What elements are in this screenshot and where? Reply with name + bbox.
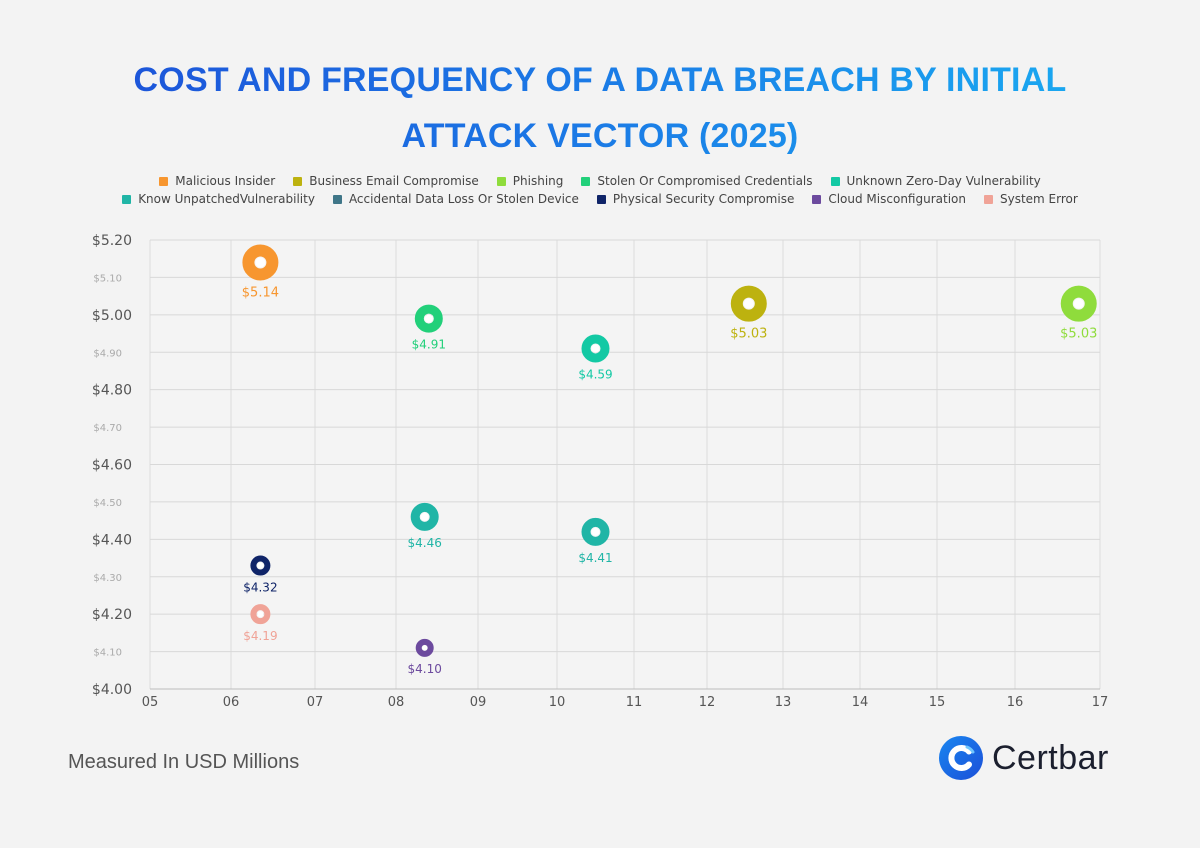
legend-item: Accidental Data Loss Or Stolen Device — [332, 192, 579, 206]
data-label: $4.41 — [578, 551, 612, 565]
data-point-center — [1073, 298, 1084, 309]
legend-label: Accidental Data Loss Or Stolen Device — [348, 192, 579, 206]
x-tick-label: 09 — [470, 695, 487, 710]
data-point — [410, 502, 439, 531]
legend-swatch — [830, 176, 840, 186]
legend-swatch — [496, 176, 506, 186]
legend-row: Know UnpatchedVulnerability Accidental Da… — [0, 190, 1200, 208]
data-point-center — [591, 344, 600, 353]
legend-swatch — [983, 194, 993, 204]
legend-label: Cloud Misconfiguration — [828, 192, 966, 206]
legend-swatch — [122, 194, 132, 204]
legend-swatch — [332, 194, 342, 204]
legend-label: Unknown Zero-Day Vulnerability — [846, 174, 1041, 188]
legend-label: Business Email Compromise — [309, 174, 479, 188]
legend-label: Stolen Or Compromised Credentials — [597, 174, 813, 188]
x-tick-label: 17 — [1092, 695, 1109, 710]
legend-item: Malicious Insider — [159, 174, 275, 188]
x-tick-label: 07 — [307, 695, 324, 710]
y-tick-label: $5.00 — [92, 308, 132, 324]
legend-item: Stolen Or Compromised Credentials — [581, 174, 813, 188]
y-minor-tick-label: $4.30 — [93, 573, 122, 584]
x-tick-label: 10 — [549, 695, 566, 710]
data-point — [250, 555, 271, 576]
data-point — [730, 285, 767, 322]
brand-logo: Certbar — [938, 735, 1109, 781]
y-minor-tick-label: $4.90 — [93, 348, 122, 359]
legend-item: System Error — [983, 192, 1078, 206]
legend-label: Malicious Insider — [175, 174, 276, 188]
data-label: $5.03 — [730, 327, 767, 342]
data-label: $4.46 — [408, 536, 442, 550]
x-tick-label: 15 — [929, 695, 946, 710]
y-minor-tick-label: $4.70 — [93, 423, 122, 434]
data-point — [581, 517, 610, 546]
data-point-center — [743, 298, 754, 309]
y-tick-label: $4.60 — [92, 458, 132, 474]
y-tick-label: $4.20 — [92, 607, 132, 623]
data-point-center — [422, 645, 428, 651]
data-point-center — [420, 512, 429, 521]
x-tick-label: 13 — [775, 695, 792, 710]
legend-row: Malicious Insider Business Email Compromi… — [0, 172, 1200, 190]
y-tick-label: $4.00 — [92, 682, 132, 698]
units-footnote: Measured In USD Millions — [68, 751, 300, 773]
x-tick-label: 05 — [142, 695, 159, 710]
chart-legend: Malicious Insider Business Email Compromi… — [0, 172, 1200, 208]
data-point-center — [424, 314, 433, 323]
brand-name: Certbar — [992, 738, 1109, 777]
data-label: $4.91 — [412, 338, 446, 352]
data-label: $4.10 — [408, 662, 442, 676]
legend-item: Unknown Zero-Day Vulnerability — [830, 174, 1041, 188]
data-point-center — [257, 562, 264, 569]
data-label: $4.19 — [243, 629, 277, 643]
y-tick-label: $4.80 — [92, 383, 132, 399]
x-tick-label: 11 — [626, 695, 643, 710]
x-tick-label: 06 — [223, 695, 240, 710]
y-minor-tick-label: $4.10 — [93, 648, 122, 659]
data-label: $5.03 — [1060, 327, 1097, 342]
legend-item: Business Email Compromise — [293, 174, 479, 188]
data-point — [415, 638, 434, 657]
data-point — [1060, 285, 1097, 322]
y-minor-tick-label: $4.50 — [93, 498, 122, 509]
data-point-center — [255, 257, 266, 268]
x-tick-label: 12 — [699, 695, 716, 710]
y-minor-tick-label: $5.10 — [93, 273, 122, 284]
legend-item: Phishing — [496, 174, 564, 188]
y-tick-label: $4.40 — [92, 532, 132, 548]
data-point-center — [591, 527, 600, 536]
certbar-logo-icon — [939, 736, 983, 780]
data-point-center — [257, 611, 264, 618]
legend-swatch — [581, 176, 591, 186]
legend-swatch — [812, 194, 822, 204]
legend-label: Phishing — [512, 174, 564, 188]
data-point — [250, 604, 271, 625]
y-tick-label: $5.20 — [92, 233, 132, 249]
data-point — [414, 304, 443, 333]
legend-label: Know UnpatchedVulnerability — [138, 192, 315, 206]
legend-item: Physical Security Compromise — [596, 192, 795, 206]
legend-label: System Error — [999, 192, 1078, 206]
x-tick-label: 08 — [388, 695, 405, 710]
legend-swatch — [159, 176, 169, 186]
x-tick-label: 16 — [1007, 695, 1024, 710]
legend-item: Know UnpatchedVulnerability — [122, 192, 315, 206]
legend-swatch — [596, 194, 606, 204]
data-point — [581, 334, 610, 363]
legend-item: Cloud Misconfiguration — [812, 192, 966, 206]
x-tick-label: 14 — [852, 695, 869, 710]
data-label: $5.14 — [242, 285, 279, 300]
data-label: $4.59 — [578, 368, 612, 382]
data-label: $4.32 — [243, 581, 277, 595]
legend-swatch — [293, 176, 303, 186]
legend-label: Physical Security Compromise — [612, 192, 795, 206]
data-point — [242, 244, 279, 281]
